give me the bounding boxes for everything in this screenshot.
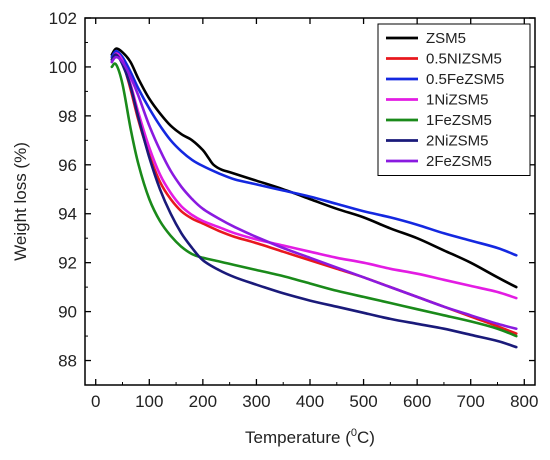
y-tick-label: 90	[58, 303, 77, 322]
axes-layer: 0 100 200 300 400 500 600 700 800 88 90 92 94 96 98 100…	[49, 9, 539, 411]
series-line-2fezsm5	[110, 55, 518, 330]
legend-label: ZSM5	[426, 30, 466, 47]
y-tick-label: 88	[58, 352, 77, 371]
series-layer	[110, 47, 518, 349]
y-tick-label: 100	[49, 58, 77, 77]
legend-label: 0.5FeZSM5	[426, 71, 504, 88]
legend: ZSM5 0.5NIZSM5 0.5FeZSM5 1NiZSM5 1FeZSM5 2NiZ…	[377, 23, 531, 176]
legend-label: 2FeZSM5	[426, 153, 492, 170]
series-line-0-5fezsm5	[110, 49, 518, 257]
y-tick-label: 96	[58, 156, 77, 175]
legend-label: 1FeZSM5	[426, 112, 492, 129]
x-axis-title-unit: C)	[357, 428, 375, 447]
x-tick-label: 300	[242, 392, 270, 411]
x-tick-label: 600	[403, 392, 431, 411]
y-tick-label: 98	[58, 107, 77, 126]
x-tick-label: 500	[349, 392, 377, 411]
x-tick-label: 100	[135, 392, 163, 411]
series-line-1fezsm5	[110, 62, 518, 338]
x-tick-label: 400	[296, 392, 324, 411]
x-tick-label: 700	[457, 392, 485, 411]
x-tick-label: 0	[91, 392, 100, 411]
legend-label: 1NiZSM5	[426, 92, 489, 109]
legend-label: 0.5NIZSM5	[426, 51, 502, 68]
series-line-zsm5	[110, 47, 518, 289]
series-line-2nizsm5	[110, 53, 518, 349]
y-tick-label: 94	[58, 205, 77, 224]
x-axis-title: Temperature (0C)	[245, 427, 375, 447]
x-tick-label: 800	[510, 392, 538, 411]
y-tick-label: 92	[58, 254, 77, 273]
y-axis-title: Weight loss (%)	[11, 142, 30, 261]
x-axis-title-sup: 0	[351, 427, 357, 439]
y-tick-label: 102	[49, 9, 77, 28]
legend-label: 2NiZSM5	[426, 133, 489, 150]
x-axis-title-main: Temperature (	[245, 428, 351, 447]
x-tick-label: 200	[189, 392, 217, 411]
